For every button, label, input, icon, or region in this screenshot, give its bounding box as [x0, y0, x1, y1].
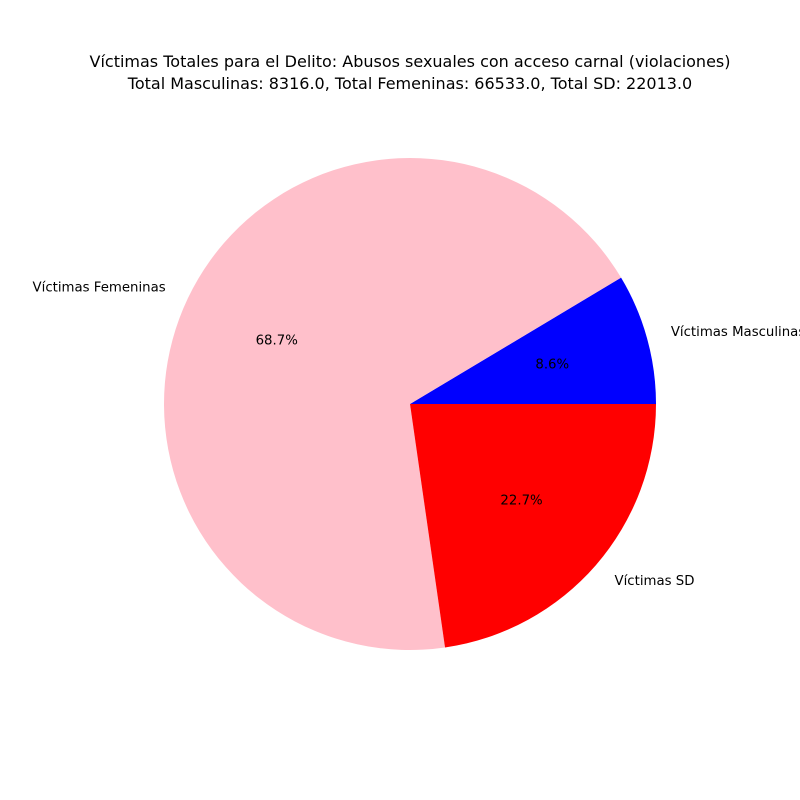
pie-slice-victimas-masculinas: [410, 277, 656, 404]
chart-title: Víctimas Totales para el Delito: Abusos …: [90, 52, 731, 71]
chart-subtitle: Total Masculinas: 8316.0, Total Femenina…: [127, 74, 692, 93]
pie-slices: [164, 157, 656, 650]
slice-label-victimas-sd: Víctimas SD: [615, 573, 695, 589]
pie-labels: Víctimas Masculinas 8.6% Víctimas Femenina…: [33, 280, 800, 589]
slice-percent-victimas-sd: 22.7%: [500, 494, 542, 509]
slice-label-victimas-femeninas: Víctimas Femeninas: [33, 280, 166, 296]
slice-label-victimas-masculinas: Víctimas Masculinas: [671, 324, 800, 340]
pie-slice-victimas-femeninas: [164, 157, 622, 650]
slice-percent-victimas-masculinas: 8.6%: [535, 358, 569, 373]
slice-percent-victimas-femeninas: 68.7%: [256, 334, 298, 349]
pie-slice-victimas-sd: [410, 404, 656, 648]
